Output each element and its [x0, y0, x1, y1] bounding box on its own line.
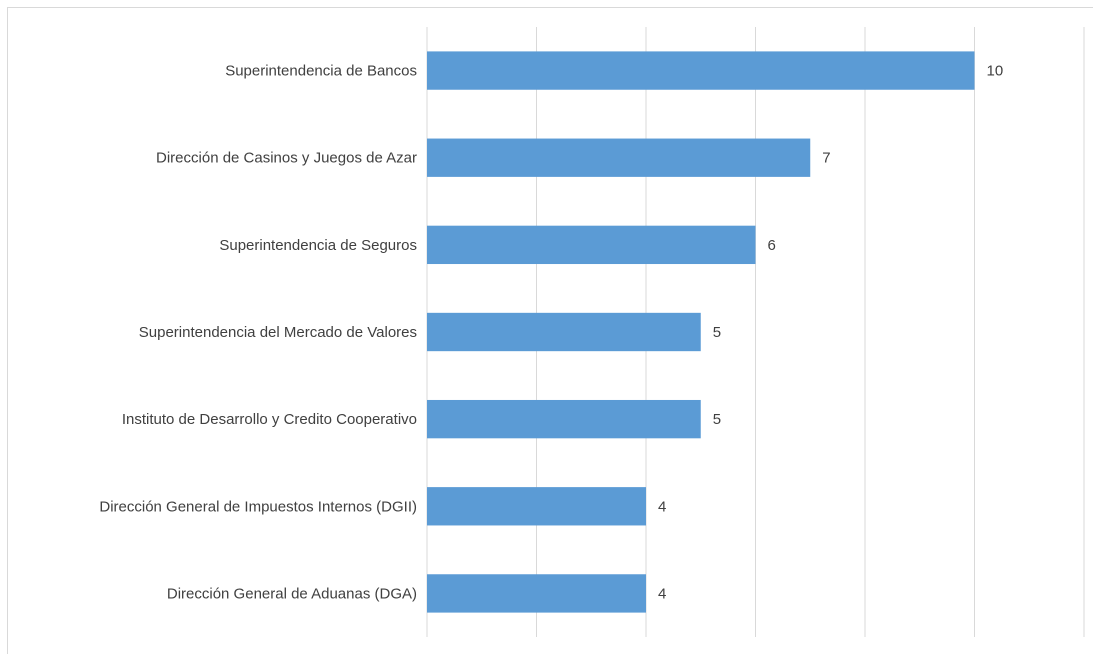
chart-frame — [7, 7, 1093, 654]
bar — [427, 51, 975, 90]
data-label: 5 — [713, 324, 721, 341]
bar — [427, 225, 756, 265]
bar — [427, 574, 646, 613]
y-tick-label: Dirección de Casinos y Juegos de Azar — [156, 150, 417, 167]
bar — [427, 312, 701, 352]
y-tick-label: Dirección General de Aduanas (DGA) — [167, 585, 417, 602]
y-tick-label: Superintendencia de Bancos — [225, 63, 417, 80]
bar — [427, 399, 701, 439]
bar — [427, 138, 811, 177]
y-tick-label: Dirección General de Impuestos Internos … — [99, 498, 417, 515]
data-label: 5 — [713, 411, 721, 428]
data-label: 4 — [658, 585, 666, 602]
y-tick-label: Superintendencia del Mercado de Valores — [139, 324, 417, 341]
data-label: 7 — [822, 150, 830, 167]
data-label: 4 — [658, 498, 666, 515]
data-label: 10 — [987, 63, 1004, 80]
data-label: 6 — [768, 237, 776, 254]
bar — [427, 487, 646, 526]
y-tick-label: Superintendencia de Seguros — [219, 237, 417, 254]
y-tick-label: Instituto de Desarrollo y Credito Cooper… — [122, 411, 417, 428]
